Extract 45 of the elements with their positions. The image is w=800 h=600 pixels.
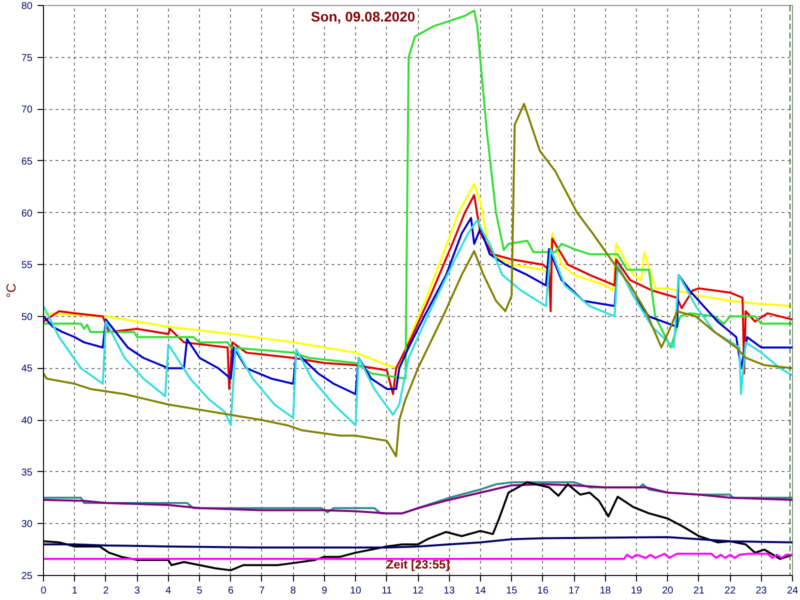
x-tick-label: 1	[72, 586, 78, 596]
x-tick-label: 13	[444, 586, 456, 596]
y-tick-label: 25	[21, 571, 33, 582]
x-tick-label: 8	[290, 586, 296, 596]
annotation: Zeit [23:55]	[386, 558, 450, 572]
y-tick-label: 60	[21, 208, 33, 220]
line-series	[44, 102, 792, 458]
y-tick-label: 50	[21, 312, 33, 323]
x-tick-label: 19	[630, 586, 642, 596]
x-tick-label: 23	[756, 586, 768, 596]
x-tick-label: 22	[724, 586, 736, 596]
chart-title: Son, 09.08.2020	[310, 8, 416, 24]
x-tick-label: 20	[662, 586, 674, 596]
x-tick-label: 6	[228, 586, 234, 596]
y-tick-label: 40	[21, 416, 33, 427]
y-axis-title: °C	[3, 283, 18, 298]
y-tick-label: 35	[21, 467, 33, 478]
y-tick-label: 65	[21, 156, 33, 168]
x-tick-label: 21	[693, 586, 705, 596]
line-series	[44, 219, 792, 426]
x-tick-label: 12	[412, 586, 424, 596]
y-tick-label: 55	[21, 260, 33, 272]
y-tick-label: 45	[21, 364, 33, 375]
x-tick-label: 24	[786, 586, 798, 596]
x-tick-label: 4	[166, 586, 172, 596]
y-tick-label: 80	[21, 1, 33, 12]
line-series	[44, 182, 792, 370]
x-tick-label: 11	[382, 586, 392, 596]
x-tick-label: 0	[40, 586, 47, 596]
x-tick-label: 2	[103, 586, 110, 596]
x-tick-label: 14	[474, 586, 486, 596]
x-tick-label: 15	[506, 586, 518, 596]
line-series	[44, 10, 792, 380]
x-tick-label: 10	[350, 586, 362, 596]
x-tick-label: 17	[568, 586, 580, 596]
x-tick-label: 16	[537, 586, 549, 596]
x-tick-label: 18	[600, 586, 612, 596]
line-series	[44, 536, 792, 549]
x-tick-label: 5	[196, 586, 203, 596]
y-tick-label: 30	[21, 519, 33, 530]
y-tick-label: 75	[21, 52, 33, 64]
x-tick-label: 9	[322, 586, 328, 596]
x-tick-label: 7	[259, 586, 266, 596]
x-tick-label: 3	[134, 586, 140, 596]
y-tick-label: 70	[21, 104, 33, 116]
